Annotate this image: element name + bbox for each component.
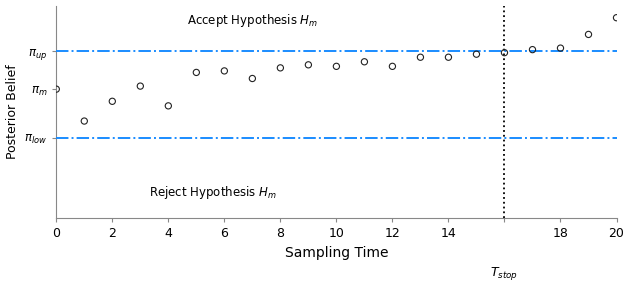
Text: Reject Hypothesis $H_m$: Reject Hypothesis $H_m$: [149, 184, 277, 201]
Point: [444, 55, 454, 59]
Point: [387, 64, 398, 69]
Text: $T_{stop}$: $T_{stop}$: [490, 265, 518, 282]
Point: [331, 64, 341, 69]
Point: [303, 63, 313, 67]
Y-axis label: Posterior Belief: Posterior Belief: [6, 65, 18, 159]
Point: [527, 47, 537, 52]
Point: [275, 66, 285, 70]
X-axis label: Sampling Time: Sampling Time: [285, 246, 388, 260]
Point: [583, 32, 593, 37]
Point: [612, 15, 622, 20]
Point: [415, 55, 425, 59]
Point: [248, 76, 258, 81]
Text: Accept Hypothesis $H_m$: Accept Hypothesis $H_m$: [186, 12, 318, 29]
Point: [556, 46, 566, 50]
Point: [500, 50, 510, 55]
Point: [163, 104, 173, 108]
Point: [359, 59, 369, 64]
Point: [135, 84, 146, 88]
Point: [219, 68, 229, 73]
Point: [79, 119, 89, 123]
Point: [51, 87, 61, 91]
Point: [471, 52, 481, 57]
Point: [107, 99, 117, 104]
Point: [192, 70, 202, 75]
